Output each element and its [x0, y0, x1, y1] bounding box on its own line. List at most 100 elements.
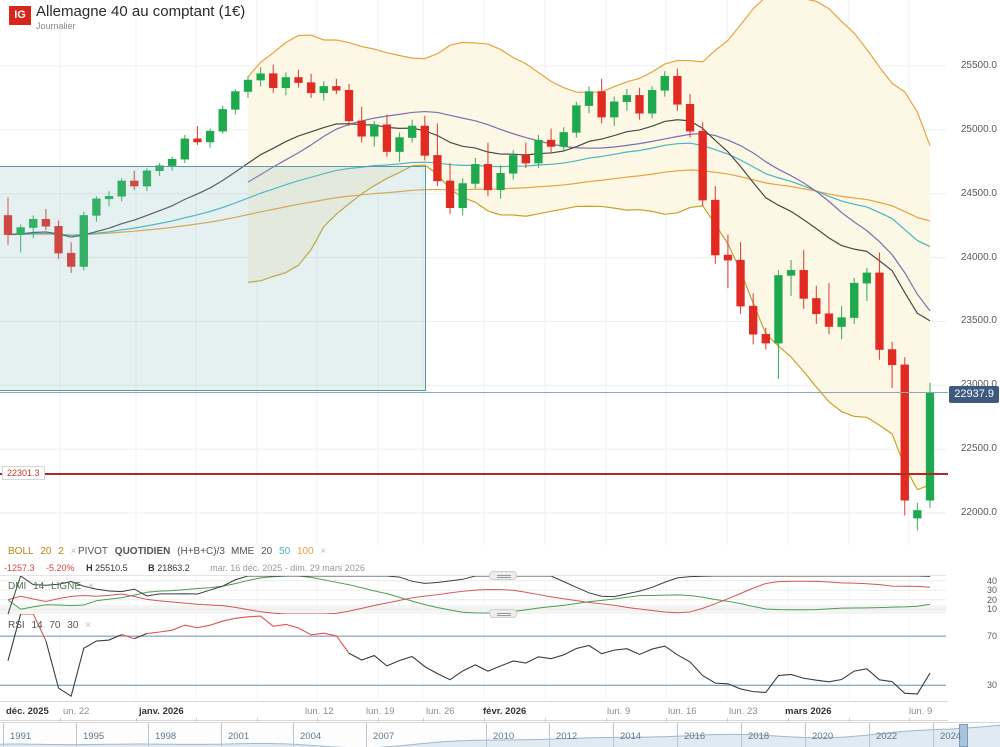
candlestick[interactable]	[786, 260, 796, 296]
candlestick[interactable]	[180, 134, 189, 164]
candlestick[interactable]	[812, 285, 821, 324]
close-icon[interactable]: ×	[70, 546, 77, 557]
candlestick[interactable]	[231, 88, 240, 115]
candlestick[interactable]	[370, 120, 379, 147]
legend-pivot[interactable]: PIVOT QUOTIDIEN (H+B+C)/3 ×	[78, 546, 242, 557]
candlestick[interactable]	[66, 242, 76, 273]
candlestick[interactable]	[420, 115, 429, 161]
candlestick[interactable]	[306, 73, 316, 98]
candlestick[interactable]	[243, 76, 253, 98]
candlestick[interactable]	[471, 157, 480, 189]
candlestick[interactable]	[824, 283, 834, 335]
candlestick[interactable]	[41, 209, 51, 231]
candlestick[interactable]	[875, 252, 884, 360]
candlestick[interactable]	[218, 105, 227, 134]
close-icon[interactable]: ×	[320, 546, 327, 557]
candlestick[interactable]	[610, 96, 619, 127]
candlestick[interactable]	[521, 142, 530, 169]
price-axis-label: 22500.0	[960, 443, 997, 455]
candlestick[interactable]	[622, 88, 632, 111]
candlestick[interactable]	[723, 234, 733, 289]
candlestick[interactable]	[749, 293, 758, 345]
candlestick[interactable]	[319, 81, 328, 101]
navigator-tick	[869, 723, 870, 747]
candlestick[interactable]	[357, 106, 366, 143]
candlestick[interactable]	[281, 72, 291, 96]
candlestick[interactable]	[597, 78, 606, 124]
candlestick[interactable]	[761, 327, 770, 350]
selection-rectangle[interactable]	[0, 166, 426, 391]
candlestick[interactable]	[685, 94, 695, 138]
candlestick[interactable]	[92, 196, 101, 222]
candlestick[interactable]	[142, 168, 152, 192]
candlestick[interactable]	[3, 197, 13, 245]
candlestick[interactable]	[647, 86, 657, 119]
candlestick[interactable]	[711, 186, 720, 264]
stat-high-value: 25510.5	[95, 563, 128, 573]
candlestick[interactable]	[774, 270, 783, 379]
close-icon[interactable]: ×	[87, 581, 94, 592]
legend-rsi[interactable]: RSI 14 70 30 ×	[8, 620, 95, 631]
rsi-panel-canvas[interactable]	[0, 614, 948, 700]
candlestick[interactable]	[837, 306, 846, 340]
price-chart-canvas[interactable]	[0, 0, 948, 545]
candlestick[interactable]	[584, 86, 594, 114]
candlestick[interactable]	[168, 156, 177, 171]
candlestick[interactable]	[54, 220, 63, 259]
candlestick[interactable]	[256, 67, 265, 87]
candlestick[interactable]	[483, 142, 493, 197]
candlestick[interactable]	[104, 191, 114, 207]
candlestick[interactable]	[458, 178, 467, 216]
candlestick[interactable]	[130, 170, 139, 190]
candlestick[interactable]	[900, 357, 909, 516]
candlestick[interactable]	[117, 178, 126, 202]
panel-resize-handle-rsi[interactable]	[489, 609, 517, 618]
candlestick[interactable]	[16, 224, 25, 253]
candlestick[interactable]	[925, 382, 935, 508]
candlestick[interactable]	[698, 122, 707, 207]
panel-resize-handle-dmi[interactable]	[489, 571, 517, 580]
candlestick[interactable]	[79, 211, 88, 271]
candlestick[interactable]	[736, 242, 745, 314]
legend-mme[interactable]: MME 20 50 100 ×	[231, 546, 330, 557]
candlestick[interactable]	[395, 132, 404, 162]
legend-boll[interactable]: BOLL 20 2 ×	[8, 546, 80, 557]
candlestick-series[interactable]	[3, 64, 935, 531]
candlestick[interactable]	[660, 71, 669, 97]
range-navigator[interactable]: 1991 1995 1998 2001 2004 2007 2010 2012 2014 2016…	[0, 722, 1000, 747]
candlestick[interactable]	[408, 119, 417, 143]
candlestick[interactable]	[887, 341, 897, 388]
candlestick[interactable]	[294, 69, 303, 88]
candlestick[interactable]	[635, 87, 644, 120]
candlestick[interactable]	[850, 278, 859, 324]
candlestick[interactable]	[913, 502, 922, 531]
alert-level-label[interactable]: 22301.3	[2, 466, 45, 480]
candlestick[interactable]	[509, 150, 518, 180]
candlestick[interactable]	[496, 165, 505, 199]
candlestick[interactable]	[332, 78, 341, 95]
candlestick[interactable]	[193, 126, 202, 146]
candlestick[interactable]	[445, 163, 455, 215]
close-icon[interactable]: ×	[231, 546, 238, 557]
candlestick[interactable]	[546, 128, 556, 153]
candlestick[interactable]	[433, 123, 442, 187]
candlestick[interactable]	[155, 163, 164, 176]
candlestick[interactable]	[382, 114, 392, 157]
candlestick[interactable]	[799, 249, 808, 309]
candlestick[interactable]	[344, 83, 354, 127]
legend-dmi[interactable]: DMI 14 LIGNE ×	[8, 581, 98, 592]
candlestick[interactable]	[559, 127, 568, 152]
candlestick[interactable]	[269, 64, 278, 93]
navigator-sparkline	[0, 724, 1000, 747]
dmi-axis-label: 40	[986, 575, 997, 586]
candlestick[interactable]	[205, 128, 215, 148]
candlestick[interactable]	[862, 267, 872, 301]
dmi-panel-canvas[interactable]	[0, 576, 948, 614]
candlestick[interactable]	[572, 101, 581, 138]
date-axis[interactable]: déc. 2025 un. 22 janv. 2026 lun. 12 lun. 19 l…	[0, 701, 948, 722]
candlestick[interactable]	[534, 134, 543, 169]
candlestick[interactable]	[29, 215, 38, 239]
price-axis-label: 24500.0	[960, 187, 997, 199]
candlestick[interactable]	[673, 68, 682, 111]
close-icon[interactable]: ×	[85, 620, 92, 631]
